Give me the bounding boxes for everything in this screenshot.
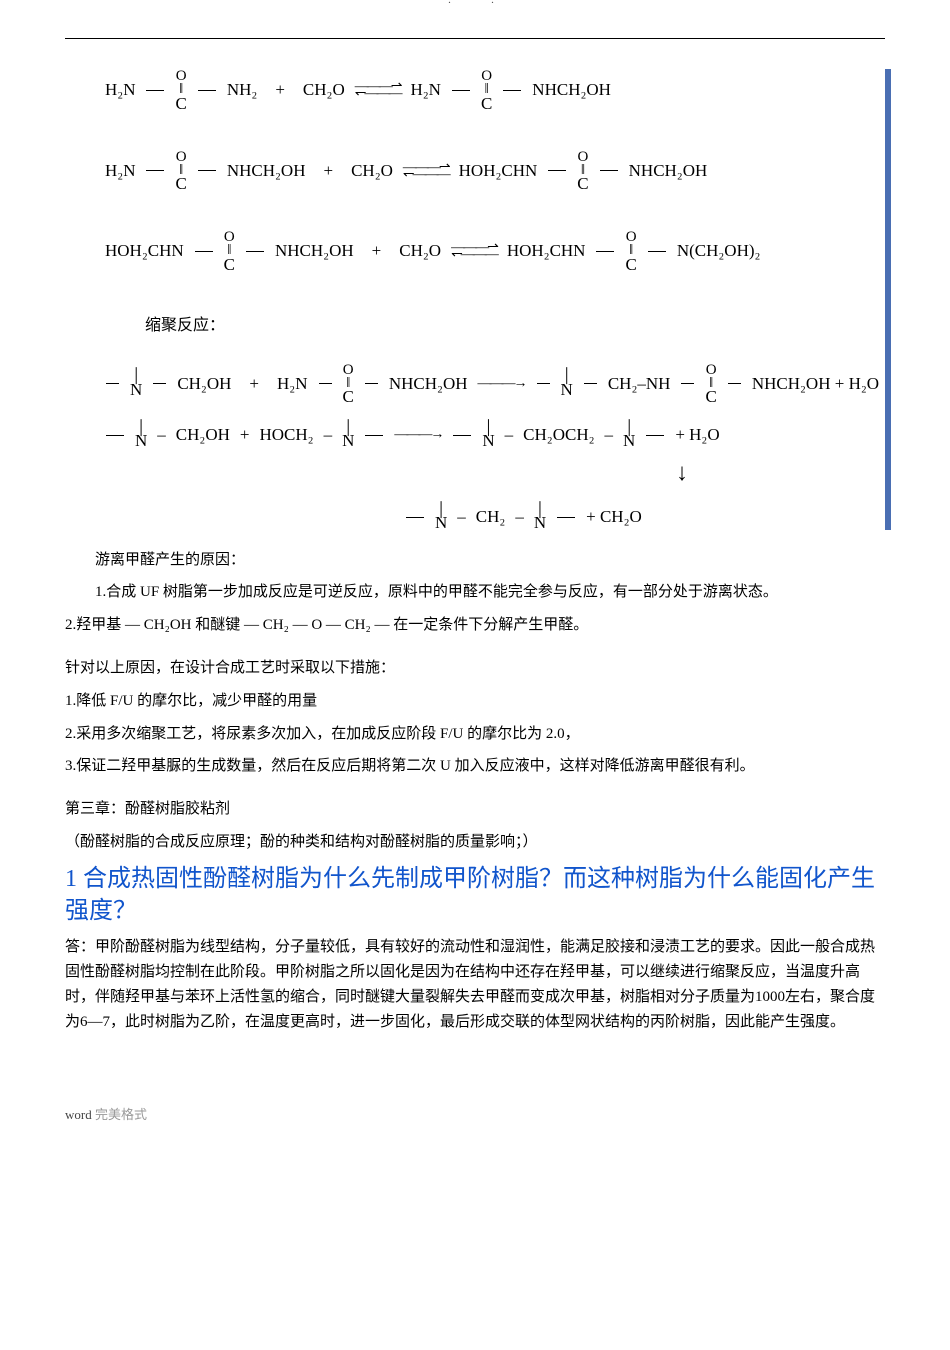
- carbonyl-group: O‖C: [175, 150, 186, 193]
- reaction-1: H₂N O‖C NH₂ + CH₂O ———⇀↽——— H₂N O‖C NHCH…: [105, 69, 879, 112]
- equilibrium-arrow: ———⇀↽———: [451, 244, 497, 258]
- frag-hoch2: HOCH₂: [259, 425, 313, 445]
- frag-ch2: CH₂: [476, 507, 506, 527]
- footer-word: word: [65, 1107, 92, 1122]
- right-arrow: ———→: [478, 376, 526, 392]
- frag-ch2-nh: CH₂–NH: [608, 374, 671, 394]
- plus-sign: +: [323, 161, 333, 181]
- reason-2-b: 和醚键: [195, 617, 240, 633]
- product-hoh2chn: HOH₂CHN: [459, 161, 538, 181]
- plus-sign: +: [240, 425, 250, 445]
- n-fragment: │N: [623, 423, 635, 448]
- chapter-3-subtitle: （酚醛树脂的合成反应原理；酚的种类和结构对酚醛树脂的质量影响；）: [65, 830, 885, 855]
- reaction-3: HOH₂CHN O‖C NHCH₂OH + CH₂O ———⇀↽——— HOH₂…: [105, 230, 879, 273]
- plus-sign: +: [372, 241, 382, 261]
- reaction-6: │N –CH₂– │N + CH₂O: [405, 505, 879, 530]
- reactant-nhch2oh: NHCH₂OH: [227, 161, 306, 181]
- right-arrow: ———→: [394, 427, 442, 443]
- question-1-answer: 答：甲阶酚醛树脂为线型结构，分子量较低，具有较好的流动性和湿润性，能满足胶接和浸…: [65, 935, 885, 1034]
- n-fragment: │N: [435, 505, 447, 530]
- reactant-nhch2oh: NHCH₂OH: [275, 241, 354, 261]
- carbonyl-group: O‖C: [175, 69, 186, 112]
- measure-3: 3.保证二羟甲基脲的生成数量，然后在反应后期将第二次 U 加入反应液中，这样对降…: [65, 754, 885, 779]
- free-formaldehyde-heading: 游离甲醛产生的原因：: [65, 548, 885, 573]
- reactant-ch2o: CH₂O: [351, 161, 393, 181]
- frag-nhch2oh: NHCH₂OH: [389, 374, 468, 394]
- reaction-2: H₂N O‖C NHCH₂OH + CH₂O ———⇀↽——— HOH₂CHN …: [105, 150, 879, 193]
- product-nhch2oh: NHCH₂OH: [629, 161, 708, 181]
- product-n-ch2oh-2: N(CH₂OH)₂: [677, 241, 761, 261]
- carbonyl-group: O‖C: [625, 230, 636, 273]
- reactant-nh2: NH₂: [227, 80, 257, 100]
- product-hoh2chn: HOH₂CHN: [507, 241, 586, 261]
- frag-ch2och2: CH₂OCH₂: [523, 425, 594, 445]
- document-page: . . H₂N O‖C NH₂ + CH₂O ———⇀↽——— H₂N O‖C …: [0, 0, 950, 1350]
- n-fragment: │N: [135, 423, 147, 448]
- carbonyl-group: O‖C: [343, 363, 354, 406]
- measure-1: 1.降低 F/U 的摩尔比，减少甲醛的用量: [65, 689, 885, 714]
- product-nhch2oh: NHCH₂OH: [532, 80, 611, 100]
- product-tail: NHCH₂OH + H₂O: [752, 374, 879, 394]
- measure-2: 2.采用多次缩聚工艺，将尿素多次加入，在加成反应阶段 F/U 的摩尔比为 2.0…: [65, 722, 885, 747]
- reactant-ch2o: CH₂O: [303, 80, 345, 100]
- equilibrium-arrow: ———⇀↽———: [355, 83, 401, 97]
- reason-2: 2.羟甲基 — CH₂OH 和醚键 — CH₂ — O — CH₂ — 在一定条…: [65, 613, 885, 638]
- plus-ch2o: + CH₂O: [586, 507, 642, 527]
- frag-ch2oh: CH₂OH: [177, 374, 231, 394]
- measures-heading: 针对以上原因，在设计合成工艺时采取以下措施：: [65, 656, 885, 681]
- inline-chem-ch2oh: — CH₂OH: [125, 617, 191, 633]
- n-fragment: │N: [130, 371, 142, 396]
- reactant-h2n: H₂N: [105, 80, 135, 100]
- plus-sign: +: [275, 80, 285, 100]
- header-rule: [65, 38, 885, 39]
- addition-reactions-block: H₂N O‖C NH₂ + CH₂O ———⇀↽——— H₂N O‖C NHCH…: [105, 69, 885, 530]
- reactant-hoh2chn: HOH₂CHN: [105, 241, 184, 261]
- page-footer: word 完美格式: [65, 1104, 885, 1123]
- inline-chem-ether: — CH₂ — O — CH₂ —: [244, 617, 389, 633]
- n-fragment: │N: [534, 505, 546, 530]
- frag-ch2oh: CH₂OH: [176, 425, 230, 445]
- down-arrow: ↓: [485, 460, 879, 487]
- carbonyl-group: O‖C: [577, 150, 588, 193]
- reaction-5: │N –CH₂OH + HOCH₂– │N ———→ │N –CH₂OCH₂– …: [105, 423, 879, 448]
- reaction-4: │N CH₂OH + H₂N O‖C NHCH₂OH ———→ │N CH₂–N…: [105, 363, 879, 406]
- reactant-ch2o: CH₂O: [399, 241, 441, 261]
- condensation-label: 缩聚反应：: [145, 311, 879, 335]
- reason-2-c: 在一定条件下分解产生甲醛。: [393, 617, 588, 633]
- frag-h2n: H₂N: [277, 374, 307, 394]
- footer-rest: 完美格式: [92, 1107, 147, 1122]
- reactant-h2n: H₂N: [105, 161, 135, 181]
- n-fragment: │N: [482, 423, 494, 448]
- plus-sign: +: [249, 374, 259, 394]
- carbonyl-group: O‖C: [481, 69, 492, 112]
- equilibrium-arrow: ———⇀↽———: [403, 164, 449, 178]
- chapter-3-title: 第三章：酚醛树脂胶粘剂: [65, 797, 885, 822]
- carbonyl-group: O‖C: [705, 363, 716, 406]
- product-h2n: H₂N: [410, 80, 440, 100]
- n-fragment: │N: [342, 423, 354, 448]
- n-fragment: │N: [561, 371, 573, 396]
- blue-margin-bar: [885, 69, 891, 530]
- reason-2-a: 2.羟甲基: [65, 617, 121, 633]
- question-1-heading: 1 合成热固性酚醛树脂为什么先制成甲阶树脂？而这种树脂为什么能固化产生强度？: [65, 863, 885, 928]
- header-dots: . .: [65, 0, 885, 6]
- reason-1: 1.合成 UF 树脂第一步加成反应是可逆反应，原料中的甲醛不能完全参与反应，有一…: [65, 580, 885, 605]
- plus-h2o: + H₂O: [675, 425, 719, 445]
- carbonyl-group: O‖C: [224, 230, 235, 273]
